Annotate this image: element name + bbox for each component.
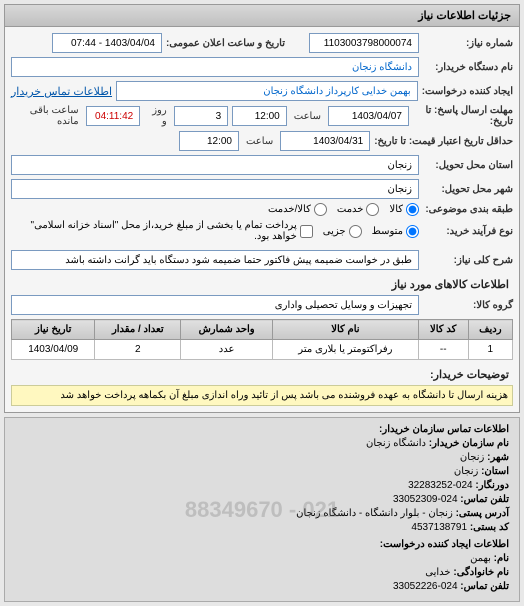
cprov-val: زنجان [454, 466, 478, 477]
th-1: کد کالا [418, 320, 468, 340]
org-label: نام سازمان خریدار: [429, 438, 509, 449]
goods-table: ردیف کد کالا نام کالا واحد شمارش تعداد /… [11, 319, 513, 360]
th-5: تاریخ نیاز [12, 320, 95, 340]
subject-group-label: طبقه بندی موضوعی: [423, 204, 513, 215]
req-no-label: شماره نیاز: [423, 38, 513, 49]
city-label: شهر محل تحویل: [423, 184, 513, 195]
desc-label: شرح کلی نیاز: [423, 255, 513, 266]
process-radio-group: متوسط جزیی پرداخت تمام یا بخشی از مبلغ خ… [11, 220, 419, 242]
th-3: واحد شمارش [181, 320, 273, 340]
th-0: ردیف [468, 320, 512, 340]
radio-kala[interactable]: کالا [389, 203, 419, 216]
days-and: روز و [147, 105, 166, 127]
province-field: زنجان [11, 155, 419, 175]
contact-title: اطلاعات تماس سازمان خریدار: [379, 424, 509, 435]
fax-label: دورنگار: [475, 480, 509, 491]
panel-title: جزئیات اطلاعات نیاز [5, 5, 519, 27]
city-field: زنجان [11, 179, 419, 199]
creator-label: ایجاد کننده درخواست: [422, 86, 513, 97]
announce-label: تاریخ و ساعت اعلان عمومی: [166, 38, 285, 49]
deadline-label: مهلت ارسال پاسخ: تا تاریخ: [413, 105, 513, 127]
desc-field: طبق در خواست ضمیمه پیش فاکتور حتما ضمیمه… [11, 250, 419, 270]
creator-title: اطلاعات ایجاد کننده درخواست: [380, 539, 509, 550]
radio-kalakhadamat-input[interactable] [314, 203, 327, 216]
buyer-desc: هزینه ارسال تا دانشگاه به عهده فروشنده م… [11, 385, 513, 406]
price-valid-date: 1403/04/31 [280, 131, 370, 151]
td-3: عدد [181, 340, 273, 360]
cprov-label: استان: [481, 466, 509, 477]
td-1: -- [418, 340, 468, 360]
addr-label: آدرس پستی: [456, 508, 509, 519]
price-valid-label: حداقل تاریخ اعتبار قیمت: تا تاریخ: [374, 136, 513, 147]
lname-label: نام خانوادگی: [453, 567, 509, 578]
province-label: استان محل تحویل: [423, 160, 513, 171]
org-val: دانشگاه زنجان [366, 438, 426, 449]
ccity-label: شهر: [487, 452, 509, 463]
table-header-row: ردیف کد کالا نام کالا واحد شمارش تعداد /… [12, 320, 513, 340]
creator-field: بهمن خدایی کارپرداز دانشگاه زنجان [116, 81, 418, 101]
addr-val: زنجان - بلوار دانشگاه - دانشگاه زنجان [296, 508, 453, 519]
td-2: رفراکتومتر یا بلاری متر [273, 340, 419, 360]
contact-link[interactable]: اطلاعات تماس خریدار [11, 85, 112, 98]
group-label: گروه کالا: [423, 300, 513, 311]
ccity-val: زنجان [460, 452, 484, 463]
deadline-time: 12:00 [232, 106, 287, 126]
td-4: 2 [95, 340, 181, 360]
remain-label: ساعت باقی مانده [14, 105, 79, 127]
remain-time: 04:11:42 [86, 106, 141, 126]
panel-body: شماره نیاز: 1103003798000074 تاریخ و ساع… [5, 27, 519, 412]
goods-title: اطلاعات کالاهای مورد نیاز [15, 278, 509, 291]
fname-label: نام: [494, 553, 509, 564]
table-row: 1 -- رفراکتومتر یا بلاری متر عدد 2 1403/… [12, 340, 513, 360]
subject-radio-group: کالا خدمت کالا/خدمت [268, 203, 419, 216]
postal-val: 4537138791 [411, 522, 467, 533]
td-0: 1 [468, 340, 512, 360]
details-panel: جزئیات اطلاعات نیاز شماره نیاز: 11030037… [4, 4, 520, 413]
deadline-date: 1403/04/07 [328, 106, 409, 126]
td-5: 1403/04/09 [12, 340, 95, 360]
remain-days: 3 [174, 106, 229, 126]
buyer-label: نام دستگاه خریدار: [423, 62, 513, 73]
cphone-val: 024-33052226 [393, 581, 458, 592]
contact-section: 021 - 88349670 اطلاعات تماس سازمان خریدا… [4, 417, 520, 602]
fax-val: 024-32283252 [408, 480, 473, 491]
fname-val: بهمن [470, 553, 491, 564]
buyer-field: دانشگاه زنجان [11, 57, 419, 77]
process-label: نوع فرآیند خرید: [423, 226, 513, 237]
th-4: تعداد / مقدار [95, 320, 181, 340]
radio-mid[interactable]: متوسط [372, 225, 419, 238]
req-no-field: 1103003798000074 [309, 33, 419, 53]
buyer-desc-title: توضیحات خریدار: [15, 368, 509, 381]
payment-checkbox[interactable] [300, 225, 313, 238]
radio-mid-input[interactable] [406, 225, 419, 238]
postal-label: کد بستی: [470, 522, 509, 533]
time-label-2: ساعت [246, 136, 273, 147]
phone-val: 024-33052309 [393, 494, 458, 505]
radio-minor[interactable]: جزیی [323, 225, 362, 238]
price-valid-time: 12:00 [179, 131, 239, 151]
announce-field: 1403/04/04 - 07:44 [52, 33, 162, 53]
cphone-label: تلفن تماس: [460, 581, 509, 592]
lname-val: خدایی [425, 567, 450, 578]
radio-minor-input[interactable] [349, 225, 362, 238]
time-label-1: ساعت [294, 111, 321, 122]
radio-khadamat-input[interactable] [366, 203, 379, 216]
th-2: نام کالا [273, 320, 419, 340]
radio-khadamat[interactable]: خدمت [337, 203, 380, 216]
phone-label: تلفن تماس: [460, 494, 509, 505]
payment-check[interactable]: پرداخت تمام یا بخشی از مبلغ خرید،از محل … [11, 220, 313, 242]
radio-kalakhadamat[interactable]: کالا/خدمت [268, 203, 327, 216]
radio-kala-input[interactable] [406, 203, 419, 216]
group-field: تجهیزات و وسایل تحصیلی واداری [11, 295, 419, 315]
